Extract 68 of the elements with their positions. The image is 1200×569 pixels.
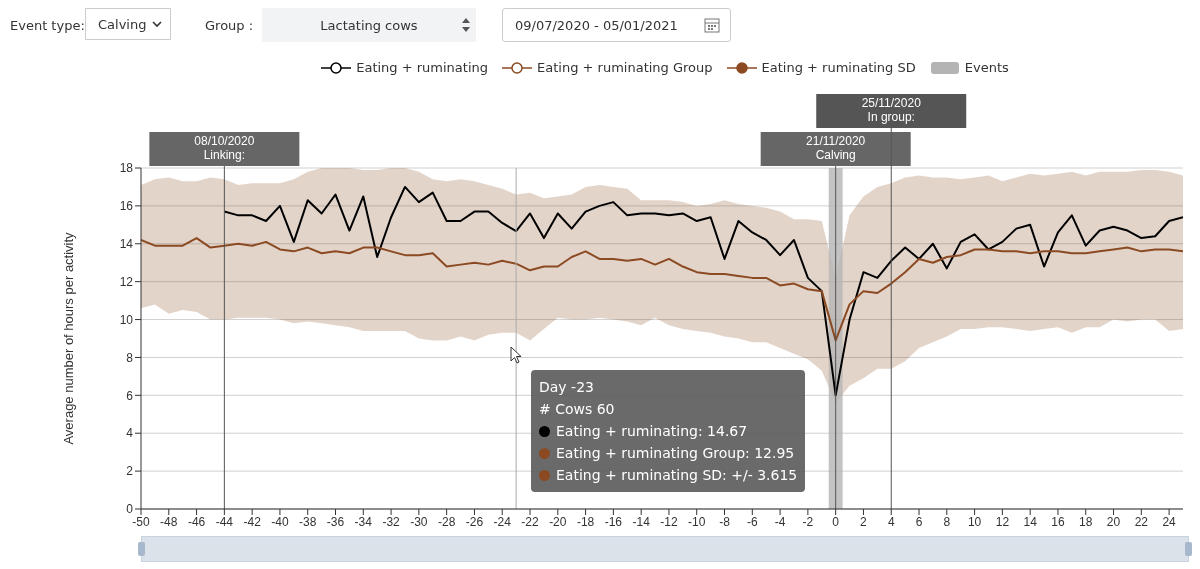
annotation: Eating + ruminating SD: +/- 3.615	[556, 466, 798, 485]
x-tick-label: -8	[719, 514, 731, 529]
y-tick-label: 14	[119, 237, 134, 252]
callout-box: 08/10/2020 Linking:	[149, 132, 300, 169]
legend-label: Eating + ruminating	[356, 60, 489, 75]
x-tick-label: 8	[943, 514, 951, 529]
y-tick-label: 6	[126, 388, 134, 403]
text: 09/07/2020 - 05/01/2021	[515, 17, 678, 33]
x-tick-label: -26	[465, 514, 484, 529]
y-tick-label: 0	[126, 502, 134, 517]
x-tick-label: -24	[493, 514, 512, 529]
ref-line-label: 21/11/2020 Calving	[806, 134, 866, 162]
x-tick-label: -40	[271, 514, 289, 529]
y-axis-title: Average number of hours per activity	[60, 231, 76, 445]
text: Event type:	[10, 18, 85, 33]
y-tick-label: 12	[119, 274, 134, 289]
x-tick-label: 20	[1106, 514, 1121, 529]
x-tick-label: -32	[382, 514, 401, 529]
text: Eating + ruminating SD	[761, 60, 916, 75]
x-tick-label: 6	[915, 514, 923, 529]
x-tick-label: -30	[410, 514, 428, 529]
y-tick-label: 16	[119, 199, 134, 214]
y-tick-label: 18	[119, 161, 134, 176]
x-tick-label: -10	[688, 514, 706, 529]
x-tick-label: -12	[660, 514, 678, 529]
x-tick-label: -6	[746, 514, 758, 529]
text: Group :	[205, 18, 254, 33]
x-tick-label: -48	[160, 514, 178, 529]
annotation: Day -23	[539, 378, 594, 397]
x-tick-label: -4	[774, 514, 786, 529]
x-tick-label: 10	[967, 514, 982, 529]
annotation: # Cows 60	[539, 400, 615, 419]
x-tick-label: 4	[887, 514, 895, 529]
y-tick-label: 10	[119, 312, 134, 327]
x-tick-label: 0	[832, 514, 840, 529]
x-tick-label: 14	[1023, 514, 1038, 529]
y-tick-label: 8	[126, 350, 134, 365]
x-tick-label: -16	[604, 514, 623, 529]
x-tick-label: 2	[860, 514, 868, 529]
x-tick-label: 16	[1051, 514, 1065, 529]
text: Calving	[98, 16, 147, 32]
x-tick-label: 12	[995, 514, 1010, 529]
x-tick-label: -46	[187, 514, 206, 529]
y-tick-label: 2	[126, 464, 134, 479]
ref-line-label: 25/11/2020 In group:	[861, 96, 922, 124]
x-tick-label: -50	[132, 514, 150, 529]
x-tick-label: -18	[576, 514, 595, 529]
x-tick-label: -22	[521, 514, 540, 529]
x-tick-label: 22	[1134, 514, 1149, 529]
text: Lactating cows	[320, 17, 418, 33]
x-tick-label: -20	[549, 514, 567, 529]
x-tick-label: -34	[354, 514, 373, 529]
ref-line-label: 08/10/2020 Linking:	[194, 134, 255, 162]
legend-label: Events	[964, 60, 1009, 75]
x-tick-label: -2	[802, 514, 814, 529]
x-tick-label: 24	[1162, 514, 1177, 529]
legend-label: Eating + ruminating Group	[537, 60, 713, 75]
x-tick-label: -36	[326, 514, 345, 529]
x-tick-label: -42	[243, 514, 262, 529]
x-tick-label: -38	[299, 514, 317, 529]
x-tick-label: -14	[632, 514, 651, 529]
x-tick-label: -44	[215, 514, 234, 529]
x-tick-label: 18	[1079, 514, 1093, 529]
callout-box: 21/11/2020 Calving	[760, 132, 911, 169]
annotation: Eating + ruminating Group: 12.95	[556, 444, 795, 463]
annotation: Eating + ruminating: 14.67	[556, 422, 748, 441]
y-tick-label: 4	[126, 426, 134, 441]
x-tick-label: -28	[437, 514, 456, 529]
